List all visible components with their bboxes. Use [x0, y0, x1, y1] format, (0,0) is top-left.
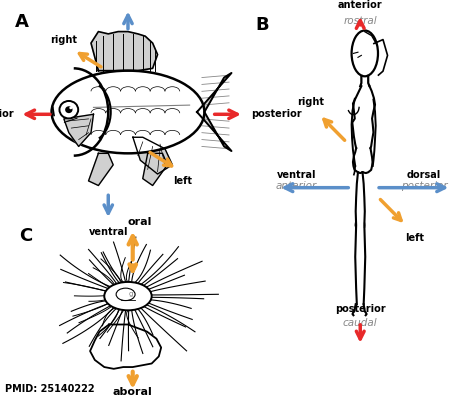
Polygon shape	[143, 154, 167, 185]
Text: rostral: rostral	[344, 16, 377, 26]
Text: g: g	[128, 291, 133, 297]
Text: left: left	[173, 177, 191, 186]
Text: ventral: ventral	[89, 227, 128, 237]
Polygon shape	[89, 154, 113, 185]
Text: right: right	[50, 35, 77, 46]
Ellipse shape	[52, 71, 204, 153]
Circle shape	[69, 106, 72, 109]
Polygon shape	[64, 114, 93, 146]
Polygon shape	[91, 31, 157, 71]
Text: posterior: posterior	[335, 304, 385, 314]
Text: anterior: anterior	[338, 0, 383, 10]
Text: anterior: anterior	[0, 109, 15, 119]
Text: ventral: ventral	[277, 170, 316, 180]
Ellipse shape	[104, 282, 152, 310]
Text: aboral: aboral	[113, 387, 153, 397]
Text: posterior: posterior	[251, 109, 302, 119]
Text: dorsal: dorsal	[111, 0, 145, 2]
Text: dorsal: dorsal	[407, 170, 441, 180]
Text: oral: oral	[128, 217, 152, 227]
Text: B: B	[255, 16, 269, 34]
Text: left: left	[405, 233, 424, 243]
Polygon shape	[133, 137, 173, 174]
Text: caudal: caudal	[343, 318, 378, 328]
Circle shape	[65, 106, 73, 113]
Text: C: C	[19, 227, 32, 245]
Circle shape	[59, 101, 78, 118]
Text: A: A	[15, 13, 28, 31]
Text: anterior: anterior	[276, 181, 317, 191]
Polygon shape	[197, 73, 231, 151]
Text: posterior: posterior	[401, 181, 447, 191]
Text: PMID: 25140222: PMID: 25140222	[5, 384, 94, 394]
Text: right: right	[297, 97, 324, 107]
